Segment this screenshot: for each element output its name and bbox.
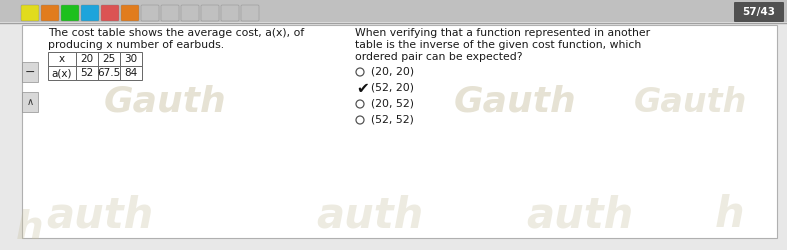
- FancyBboxPatch shape: [120, 66, 142, 80]
- Text: auth: auth: [527, 194, 634, 236]
- Text: 57/43: 57/43: [742, 7, 775, 17]
- FancyBboxPatch shape: [181, 5, 199, 21]
- FancyBboxPatch shape: [76, 66, 98, 80]
- Text: ordered pair can be expected?: ordered pair can be expected?: [355, 52, 523, 62]
- Text: (20, 52): (20, 52): [371, 99, 414, 109]
- Text: 84: 84: [124, 68, 138, 78]
- Text: Gauth: Gauth: [104, 85, 227, 119]
- Text: 25: 25: [102, 54, 116, 64]
- Text: 67.5: 67.5: [98, 68, 120, 78]
- Text: When verifying that a function represented in another: When verifying that a function represent…: [355, 28, 650, 38]
- Text: producing x number of earbuds.: producing x number of earbuds.: [48, 40, 224, 50]
- FancyBboxPatch shape: [734, 2, 784, 22]
- FancyBboxPatch shape: [121, 5, 139, 21]
- FancyBboxPatch shape: [22, 62, 38, 82]
- Text: −: −: [24, 66, 35, 78]
- Text: h: h: [17, 209, 44, 247]
- FancyBboxPatch shape: [0, 0, 787, 22]
- FancyBboxPatch shape: [22, 25, 777, 238]
- FancyBboxPatch shape: [61, 5, 79, 21]
- FancyBboxPatch shape: [241, 5, 259, 21]
- Text: table is the inverse of the given cost function, which: table is the inverse of the given cost f…: [355, 40, 641, 50]
- FancyBboxPatch shape: [76, 52, 98, 66]
- Text: (20, 20): (20, 20): [371, 67, 414, 77]
- FancyBboxPatch shape: [81, 5, 99, 21]
- FancyBboxPatch shape: [48, 52, 76, 66]
- Text: auth: auth: [316, 194, 423, 236]
- Text: x: x: [59, 54, 65, 64]
- Text: ✔: ✔: [356, 80, 369, 96]
- Text: a(x): a(x): [52, 68, 72, 78]
- FancyBboxPatch shape: [101, 5, 119, 21]
- FancyBboxPatch shape: [141, 5, 159, 21]
- Text: The cost table shows the average cost, a(x), of: The cost table shows the average cost, a…: [48, 28, 305, 38]
- FancyBboxPatch shape: [41, 5, 59, 21]
- Text: Gauth: Gauth: [453, 85, 576, 119]
- FancyBboxPatch shape: [98, 66, 120, 80]
- FancyBboxPatch shape: [120, 52, 142, 66]
- FancyBboxPatch shape: [98, 52, 120, 66]
- FancyBboxPatch shape: [221, 5, 239, 21]
- Text: h: h: [715, 194, 745, 236]
- Text: (52, 52): (52, 52): [371, 115, 414, 125]
- FancyBboxPatch shape: [161, 5, 179, 21]
- FancyBboxPatch shape: [22, 92, 38, 112]
- Text: ∧: ∧: [27, 97, 34, 107]
- FancyBboxPatch shape: [21, 5, 39, 21]
- Text: 30: 30: [124, 54, 138, 64]
- FancyBboxPatch shape: [201, 5, 219, 21]
- Text: 52: 52: [80, 68, 94, 78]
- FancyBboxPatch shape: [48, 66, 76, 80]
- Text: Gauth: Gauth: [634, 86, 747, 118]
- Text: auth: auth: [46, 194, 153, 236]
- Text: (52, 20): (52, 20): [371, 83, 414, 93]
- Text: 20: 20: [80, 54, 94, 64]
